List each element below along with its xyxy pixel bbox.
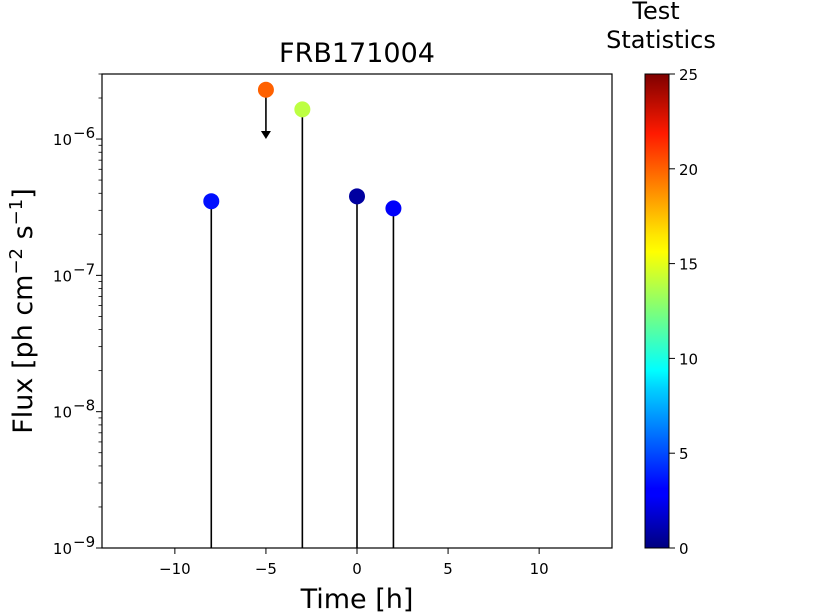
upper-limit-arrowhead bbox=[260, 131, 271, 140]
x-axis-ticks: −10 −5 0 5 10 bbox=[159, 548, 549, 578]
y-tick-exponent: −7 bbox=[73, 260, 95, 278]
data-point bbox=[203, 193, 220, 210]
data-point bbox=[294, 101, 311, 118]
x-tick-label: −5 bbox=[255, 560, 277, 578]
y-axis-label: Flux [ph cm−2 s−1] bbox=[6, 188, 39, 434]
data-stems bbox=[210, 89, 395, 548]
data-points bbox=[203, 81, 402, 217]
colorbar-tick-label: 10 bbox=[679, 350, 698, 368]
colorbar-tick-label: 20 bbox=[679, 161, 698, 179]
x-tick-label: 0 bbox=[352, 560, 362, 578]
y-tick-exponent: −9 bbox=[73, 533, 95, 551]
data-point bbox=[349, 188, 365, 205]
data-point bbox=[257, 81, 274, 98]
colorbar-tick-label: 0 bbox=[679, 540, 689, 558]
y-axis-label-end: ] bbox=[8, 188, 39, 199]
colorbar-tick-label: 5 bbox=[679, 445, 689, 463]
y-tick-exponent: −8 bbox=[73, 397, 95, 415]
x-tick-label: −10 bbox=[159, 560, 191, 578]
colorbar-tick-label: 25 bbox=[679, 66, 698, 84]
x-axis-label: Time [h] bbox=[300, 584, 414, 615]
y-tick-label: 10 bbox=[53, 131, 72, 149]
y-axis-label-main: Flux [ph cm bbox=[8, 275, 39, 434]
y-axis-label-mid: s bbox=[8, 225, 39, 248]
y-axis-ticks: 10−910−810−710−6 bbox=[53, 73, 102, 558]
y-tick-label: 10 bbox=[53, 267, 72, 285]
colorbar-title-line2: Statistics bbox=[606, 26, 716, 54]
y-tick-label: 10 bbox=[53, 540, 72, 558]
x-tick-label: 10 bbox=[530, 560, 549, 578]
x-tick-label: 5 bbox=[443, 560, 453, 578]
y-axis-label-exp2: −1 bbox=[6, 199, 27, 226]
y-axis-label-exp1: −2 bbox=[6, 248, 27, 275]
colorbar-ticks: 0 5 10 15 20 25 bbox=[669, 66, 698, 558]
y-tick-exponent: −6 bbox=[73, 124, 95, 142]
chart-title: FRB171004 bbox=[279, 38, 435, 69]
y-tick-label: 10 bbox=[53, 404, 72, 422]
colorbar-tick-label: 15 bbox=[679, 256, 698, 274]
data-point bbox=[385, 200, 402, 217]
colorbar bbox=[644, 73, 670, 549]
colorbar-title-line1: Test bbox=[631, 0, 679, 25]
